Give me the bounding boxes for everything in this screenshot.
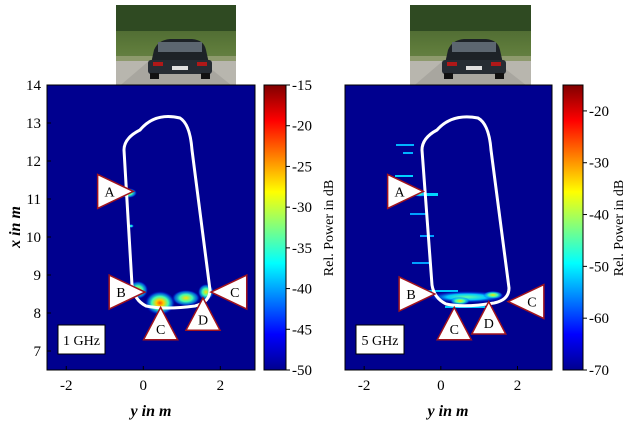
colorbar-label: Rel. Power in dB [612, 180, 627, 276]
colorbar-tick-label: -35 [292, 241, 312, 257]
x-tick-label: 2 [217, 378, 225, 394]
x-tick-label: -2 [358, 378, 371, 394]
panel-label-box: 5 GHz [355, 324, 405, 355]
panel-label: 5 GHz [362, 334, 399, 349]
y-tick-label: 12 [26, 154, 41, 170]
y-axis-label: x in m [7, 206, 24, 249]
colorbar: -20 -30 -40 -50 -60 -70 Rel. Power in dB [562, 84, 627, 379]
marker-a: A [386, 173, 426, 210]
colorbar-tick-label: -20 [589, 104, 609, 120]
colorbar-tick-label: -15 [292, 78, 312, 94]
marker-label: A [394, 185, 405, 200]
car-photo-right [410, 5, 531, 89]
y-tick-label: 13 [26, 116, 41, 132]
y-tick-label: 10 [26, 230, 41, 246]
colorbar-tick-label: -50 [589, 259, 609, 275]
marker-label: C [230, 286, 239, 301]
y-tick-label: 14 [26, 78, 42, 94]
x-axis-label: y in m [426, 403, 469, 420]
heatmap-background [47, 85, 255, 370]
colorbar-tick-label: -30 [292, 200, 312, 216]
marker-label: D [484, 317, 494, 332]
x-axis-label: y in m [129, 403, 172, 420]
panel-label-box: 1 GHz [57, 324, 106, 355]
y-tick-label: 7 [34, 344, 42, 360]
marker-label: B [116, 286, 125, 301]
marker-d: D [184, 296, 222, 331]
x-tick-label: 0 [437, 378, 445, 394]
colorbar-tick-label: -50 [292, 363, 312, 379]
marker-b: B [108, 273, 147, 311]
marker-c: C [506, 283, 545, 320]
x-tick-label: -2 [60, 378, 73, 394]
colorbar-label: Rel. Power in dB [322, 180, 337, 276]
car-photo-left [116, 5, 236, 89]
marker-label: A [104, 185, 115, 200]
colorbar-tick-label: -45 [292, 322, 312, 338]
marker-label: C [527, 296, 536, 311]
heatmap-panel-5ghz: 5 GHz -2 0 2 ABC DC y in m -20-30-40-50-60-… [344, 84, 627, 420]
colorbar-tick-label: -25 [292, 159, 312, 175]
colorbar-tick-label: -40 [589, 208, 609, 224]
vehicle-outline [420, 115, 511, 308]
marker-b: B [398, 275, 437, 313]
marker-label: C [450, 323, 459, 338]
marker-label: B [406, 288, 415, 303]
marker-label: D [198, 313, 208, 328]
marker-a: A [96, 173, 136, 210]
y-tick-label: 8 [34, 306, 42, 322]
colorbar-tick-label: -70 [589, 363, 609, 379]
y-tick-label: 11 [27, 192, 41, 208]
colorbar-tick-label: -30 [589, 156, 609, 172]
marker-c: C [142, 305, 179, 341]
x-tick-label: 2 [514, 378, 522, 394]
colorbar: -15 -20 -25 -30 -35 -40 -45 -50 Rel. Power in d… [263, 78, 337, 379]
y-tick-label: 9 [34, 268, 42, 284]
x-tick-label: 0 [140, 378, 148, 394]
marker-d: D [470, 300, 507, 335]
colorbar-tick-label: -40 [292, 282, 312, 298]
colorbar-tick-label: -20 [292, 119, 312, 135]
marker-c: C [209, 273, 248, 311]
marker-label: C [156, 323, 165, 338]
panel-label: 1 GHz [63, 334, 100, 349]
colorbar-tick-label: -60 [589, 311, 609, 327]
marker-c: C [436, 305, 473, 341]
